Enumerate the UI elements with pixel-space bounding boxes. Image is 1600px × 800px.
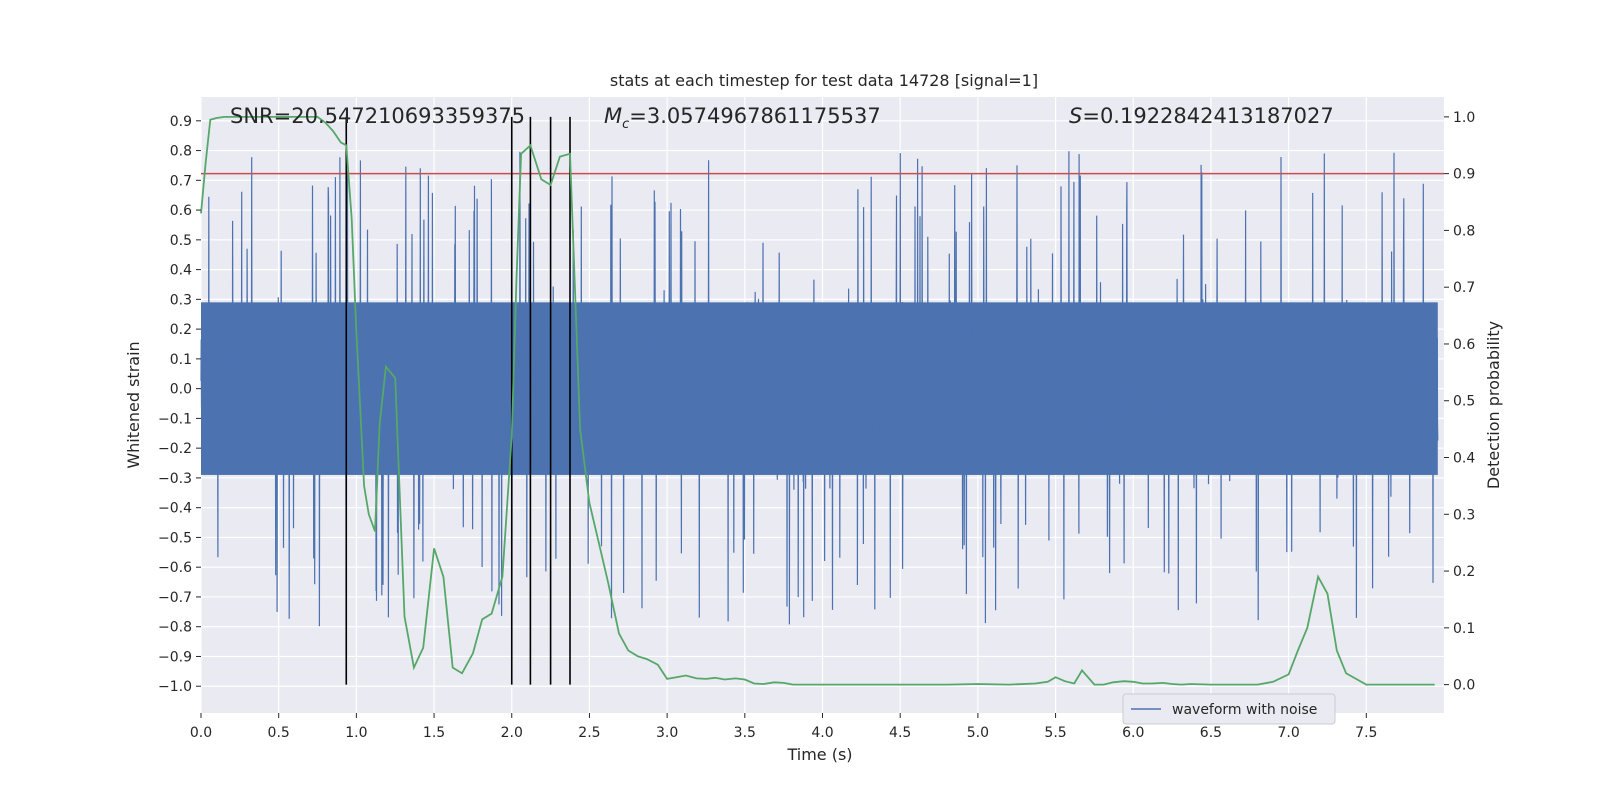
y-tick-label: 0.6 [170, 203, 192, 219]
y-tick-label: 0.7 [170, 173, 192, 189]
mc-symbol: M [604, 104, 622, 128]
s-value: =0.1922842413187027 [1082, 104, 1333, 128]
x-tick-label: 3.5 [734, 725, 756, 741]
y-tick-label: 0.0 [170, 382, 192, 398]
y2-tick-label: 0.8 [1453, 223, 1475, 239]
snr-annotation: SNR=20.547210693359375 [230, 104, 525, 128]
y-tick-label: 0.8 [170, 144, 192, 160]
y-tick-label: −0.5 [158, 530, 192, 546]
x-tick-label: 0.5 [268, 725, 290, 741]
x-tick-label: 5.5 [1044, 725, 1066, 741]
y-tick-label: 0.1 [170, 352, 192, 368]
x-axis-label: Time (s) [786, 745, 852, 764]
x-tick-label: 0.0 [190, 725, 212, 741]
waveform-layer [200, 151, 1439, 627]
y2-tick-label: 0.4 [1453, 451, 1475, 467]
y-tick-label: 0.5 [170, 233, 192, 249]
legend-box [1122, 693, 1336, 725]
y2-tick-label: 0.9 [1453, 167, 1475, 183]
y2-axis-label: Detection probability [1484, 321, 1503, 489]
waveform-line [200, 151, 1439, 627]
y2-tick-label: 0.0 [1453, 678, 1475, 694]
x-tick-label: 2.5 [578, 725, 600, 741]
x-tick-label: 5.0 [967, 725, 989, 741]
x-tick-label: 6.0 [1122, 725, 1144, 741]
y2-tick-label: 1.0 [1453, 110, 1475, 126]
detection-probability-line [200, 116, 1435, 686]
y2-tick-label: 0.6 [1453, 337, 1475, 353]
y-tick-label: −0.4 [158, 501, 192, 517]
x-tick-label: 4.5 [889, 725, 911, 741]
axis-layer: 0.0 0.5 1.0 1.5 2.0 2.5 3.0 3.5 4.0 4.5 5.0 5.5 6.0 6… [158, 110, 1475, 741]
y2-tick-label: 0.7 [1453, 280, 1475, 296]
chirp-mass-annotation: Mc=3.0574967861175537 [604, 104, 881, 132]
y-axis-label: Whitened strain [124, 341, 143, 468]
overlay-layer [200, 116, 1444, 686]
mc-value: =3.0574967861175537 [629, 104, 880, 128]
y-tick-label: −0.2 [158, 441, 192, 457]
y2-tick-label: 0.1 [1453, 621, 1475, 637]
mc-subscript: c [622, 117, 629, 132]
y-tick-label: 0.3 [170, 292, 192, 308]
x-tick-label: 2.0 [501, 725, 523, 741]
y-tick-label: −1.0 [158, 679, 192, 695]
s-symbol: S [1069, 104, 1082, 128]
y-tick-label: −0.7 [158, 590, 192, 606]
y-tick-label: 0.2 [170, 322, 192, 338]
y-tick-label: −0.6 [158, 560, 192, 576]
y-tick-label: −0.8 [158, 620, 192, 636]
y-tick-label: 0.9 [170, 114, 192, 130]
x-tick-label: 7.5 [1355, 725, 1377, 741]
chart-title: stats at each timestep for test data 147… [610, 71, 1038, 90]
y2-tick-label: 0.3 [1453, 507, 1475, 523]
legend: waveform with noise [1122, 693, 1336, 725]
y-tick-label: −0.1 [158, 411, 192, 427]
y-tick-label: −0.3 [158, 471, 192, 487]
x-tick-label: 1.5 [423, 725, 445, 741]
y2-tick-label: 0.5 [1453, 394, 1475, 410]
y-tick-label: −0.9 [158, 649, 192, 665]
s-annotation: S=0.1922842413187027 [1069, 104, 1334, 128]
legend-entry-label: waveform with noise [1172, 702, 1317, 718]
x-tick-label: 3.0 [656, 725, 678, 741]
y2-tick-label: 0.2 [1453, 564, 1475, 580]
x-tick-label: 1.0 [345, 725, 367, 741]
y-tick-label: 0.4 [170, 263, 192, 279]
x-tick-label: 7.0 [1277, 725, 1299, 741]
x-tick-label: 6.5 [1200, 725, 1222, 741]
x-tick-label: 4.0 [811, 725, 833, 741]
